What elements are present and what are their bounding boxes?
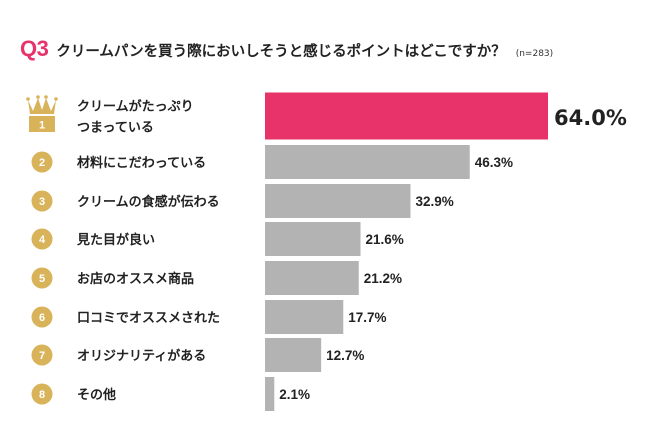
rank-number: 6	[39, 312, 45, 324]
rank-badge	[31, 306, 53, 328]
rank-badge	[31, 151, 53, 173]
crown-icon	[26, 95, 58, 132]
category-label: クリームがたっぷり	[77, 99, 194, 115]
question-header: Q3 クリームパンを買う際においしそうと感じるポイントはどこですか？ (n=28…	[20, 36, 553, 62]
rank-badge	[31, 267, 53, 289]
value-label: 32.9%	[415, 194, 453, 209]
value-label: 21.2%	[364, 271, 402, 286]
value-label: 46.3%	[475, 155, 513, 170]
question-title: クリームパンを買う際においしそうと感じるポイントはどこですか？	[56, 44, 506, 60]
bar-5	[265, 261, 359, 295]
bar-3	[265, 184, 411, 218]
rank-number: 2	[39, 157, 45, 169]
bar-2	[265, 145, 470, 179]
value-label: 17.7%	[348, 310, 386, 325]
bar-7	[265, 338, 322, 372]
rank-badge	[31, 383, 53, 405]
value-label: 12.7%	[326, 348, 364, 363]
rank-badge	[31, 190, 53, 212]
category-label: お店のオススメ商品	[77, 271, 194, 287]
sample-size: (n=283)	[515, 49, 554, 59]
category-label: 口コミでオススメされた	[77, 311, 220, 326]
category-label: つまっている	[77, 121, 154, 136]
rank-number: 7	[39, 350, 45, 362]
bar-6	[265, 300, 344, 334]
value-label: 2.1%	[279, 387, 310, 402]
rank-number: 8	[39, 389, 45, 401]
rank-number: 3	[39, 196, 45, 208]
category-label: オリジナリティがある	[77, 348, 206, 364]
value-label: 64.0%	[554, 106, 627, 130]
rank-badge	[31, 344, 53, 366]
rank-badge	[31, 228, 53, 250]
rank-number: 5	[39, 273, 45, 285]
category-label: 見た目が良い	[76, 232, 155, 248]
bar-4	[265, 222, 361, 256]
category-label: クリームの食感が伝わる	[77, 194, 220, 210]
bar-1	[265, 92, 548, 140]
bar-8	[265, 377, 275, 411]
category-label: その他	[77, 387, 116, 403]
rank-number: 1	[39, 120, 45, 132]
category-label: 材料にこだわっている	[77, 155, 206, 171]
rank-number: 4	[39, 234, 46, 246]
question-number: Q3	[20, 36, 49, 61]
value-label: 21.6%	[366, 232, 404, 247]
